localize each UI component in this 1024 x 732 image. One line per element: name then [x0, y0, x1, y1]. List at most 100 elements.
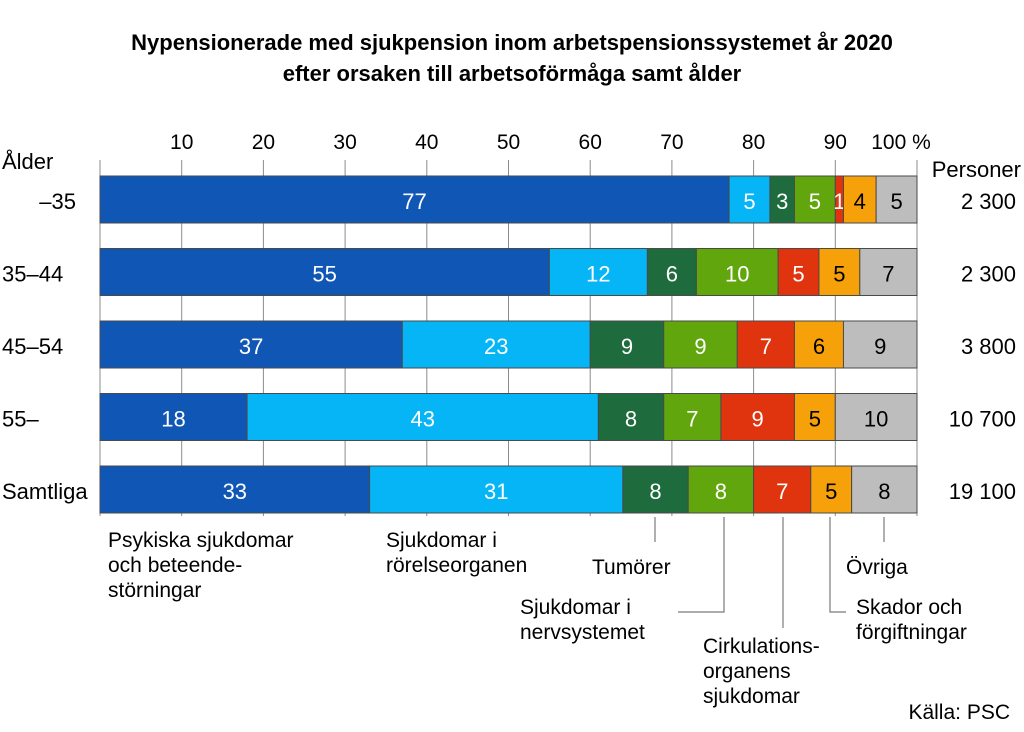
segment-value-label: 5: [890, 189, 902, 214]
bar-segment: [810, 465, 853, 514]
bar-segment: [548, 248, 648, 296]
bar-segment: [369, 465, 624, 514]
x-axis-ticks: 10 20 30 40 50 60 70 80 90 100 %: [170, 131, 931, 154]
row-label: –35: [39, 189, 76, 214]
segment-value-label: 5: [809, 407, 821, 432]
bar-segment: [834, 393, 918, 441]
bar-row: Samtliga 33 31 8 8 7 5 8 19 100: [2, 465, 1016, 514]
segment-value-label: 8: [878, 479, 890, 504]
segment-value-label: 8: [625, 407, 637, 432]
legend-label: rörelseorganen: [386, 554, 527, 577]
segment-value-label: 23: [484, 334, 508, 359]
bar-row: 45–54 37 23 9 9 7 6 9 3 800: [2, 320, 1016, 369]
segment-value-label: 6: [666, 262, 678, 287]
persons-column-label: Personer: [932, 157, 1021, 182]
bar-segment: [859, 248, 918, 296]
segment-value-label: 5: [743, 189, 755, 214]
x-tick-label: 20: [252, 131, 275, 154]
row-label: 45–54: [2, 334, 63, 359]
segment-value-label: 7: [760, 334, 772, 359]
bar-segment: [646, 248, 697, 296]
x-tick-label: 50: [497, 131, 520, 154]
bar-segment: [99, 393, 248, 441]
row-label: 55–: [2, 407, 39, 432]
legend-label: och beteende-: [108, 554, 242, 577]
bar-row: 35–44 55 12 6 10 5 5 7 2 300: [2, 248, 1016, 296]
segment-value-label: 18: [161, 407, 185, 432]
legend-label: Sjukdomar i: [520, 596, 631, 619]
segment-value-label: 33: [223, 479, 247, 504]
row-label: 35–44: [2, 262, 63, 287]
persons-value: 2 300: [961, 189, 1016, 214]
x-tick-label: 40: [415, 131, 438, 154]
legend-label: Cirkulations-: [703, 635, 820, 658]
x-tick-label: 10: [170, 131, 193, 154]
bar-segment: [842, 320, 918, 369]
legend-label: Sjukdomar i: [386, 529, 497, 552]
x-tick-label: 100 %: [871, 131, 931, 154]
persons-value: 19 100: [949, 479, 1016, 504]
segment-value-label: 9: [621, 334, 633, 359]
bar-row: 55– 18 43 8 7 9 5 10 10 700: [2, 393, 1016, 441]
x-tick-label: 90: [824, 131, 847, 154]
segment-value-label: 7: [686, 407, 698, 432]
source-note: Källa: PSC: [908, 701, 1010, 724]
bar-segment: [695, 248, 779, 296]
segment-value-label: 1: [833, 189, 845, 214]
segment-value-label: 9: [874, 334, 886, 359]
persons-value: 3 800: [961, 334, 1016, 359]
bar-segment: [99, 465, 371, 514]
segment-value-label: 10: [864, 407, 888, 432]
x-tick-label: 30: [333, 131, 356, 154]
bar-segment: [777, 248, 820, 296]
legend-label: nervsystemet: [520, 621, 645, 644]
segment-value-label: 9: [694, 334, 706, 359]
row-label: Samtliga: [2, 479, 88, 504]
leader-line: [829, 517, 846, 613]
segment-value-label: 8: [649, 479, 661, 504]
bar-segment: [793, 320, 844, 369]
bar-segment: [769, 175, 795, 224]
persons-value: 2 300: [961, 262, 1016, 287]
bar-segment: [663, 320, 738, 369]
legend-label: Övriga: [846, 556, 908, 579]
bar-row: –35 77 5 3 5 1 4 5 2 300: [39, 175, 1016, 224]
segment-value-label: 9: [752, 407, 764, 432]
bar-segment: [99, 320, 403, 369]
segment-value-label: 10: [725, 262, 749, 287]
segment-value-label: 37: [239, 334, 263, 359]
age-axis-label: Ålder: [2, 149, 53, 174]
segment-value-label: 5: [833, 262, 845, 287]
bar-segment: [736, 320, 795, 369]
legend-label: förgiftningar: [856, 621, 967, 644]
bar-segment: [753, 465, 812, 514]
x-tick-label: 60: [579, 131, 602, 154]
leader-line: [678, 517, 725, 613]
bar-segment: [589, 320, 665, 369]
segment-value-label: 3: [776, 189, 788, 214]
legend-label: sjukdomar: [703, 685, 800, 708]
chart-subtitle: efter orsaken till arbetsoförmåga samt å…: [283, 61, 742, 86]
bar-segment: [842, 175, 877, 224]
legend-label: Tumörer: [592, 556, 671, 579]
segment-value-label: 4: [854, 189, 866, 214]
segment-value-label: 5: [825, 479, 837, 504]
x-tick-label: 70: [660, 131, 683, 154]
bar-segment: [875, 175, 918, 224]
bar-segment: [851, 465, 918, 514]
legend-label: Skador och: [856, 596, 962, 619]
legend-label: organens: [703, 660, 791, 683]
segment-value-label: 6: [813, 334, 825, 359]
chart-title: Nypensionerade med sjukpension inom arbe…: [131, 30, 893, 55]
segment-value-label: 12: [586, 262, 610, 287]
bar-segment: [687, 465, 755, 514]
bar-segment: [622, 465, 689, 514]
segment-value-label: 8: [715, 479, 727, 504]
segment-value-label: 55: [312, 262, 336, 287]
persons-value: 10 700: [949, 407, 1016, 432]
segment-value-label: 7: [776, 479, 788, 504]
segment-value-label: 31: [484, 479, 508, 504]
